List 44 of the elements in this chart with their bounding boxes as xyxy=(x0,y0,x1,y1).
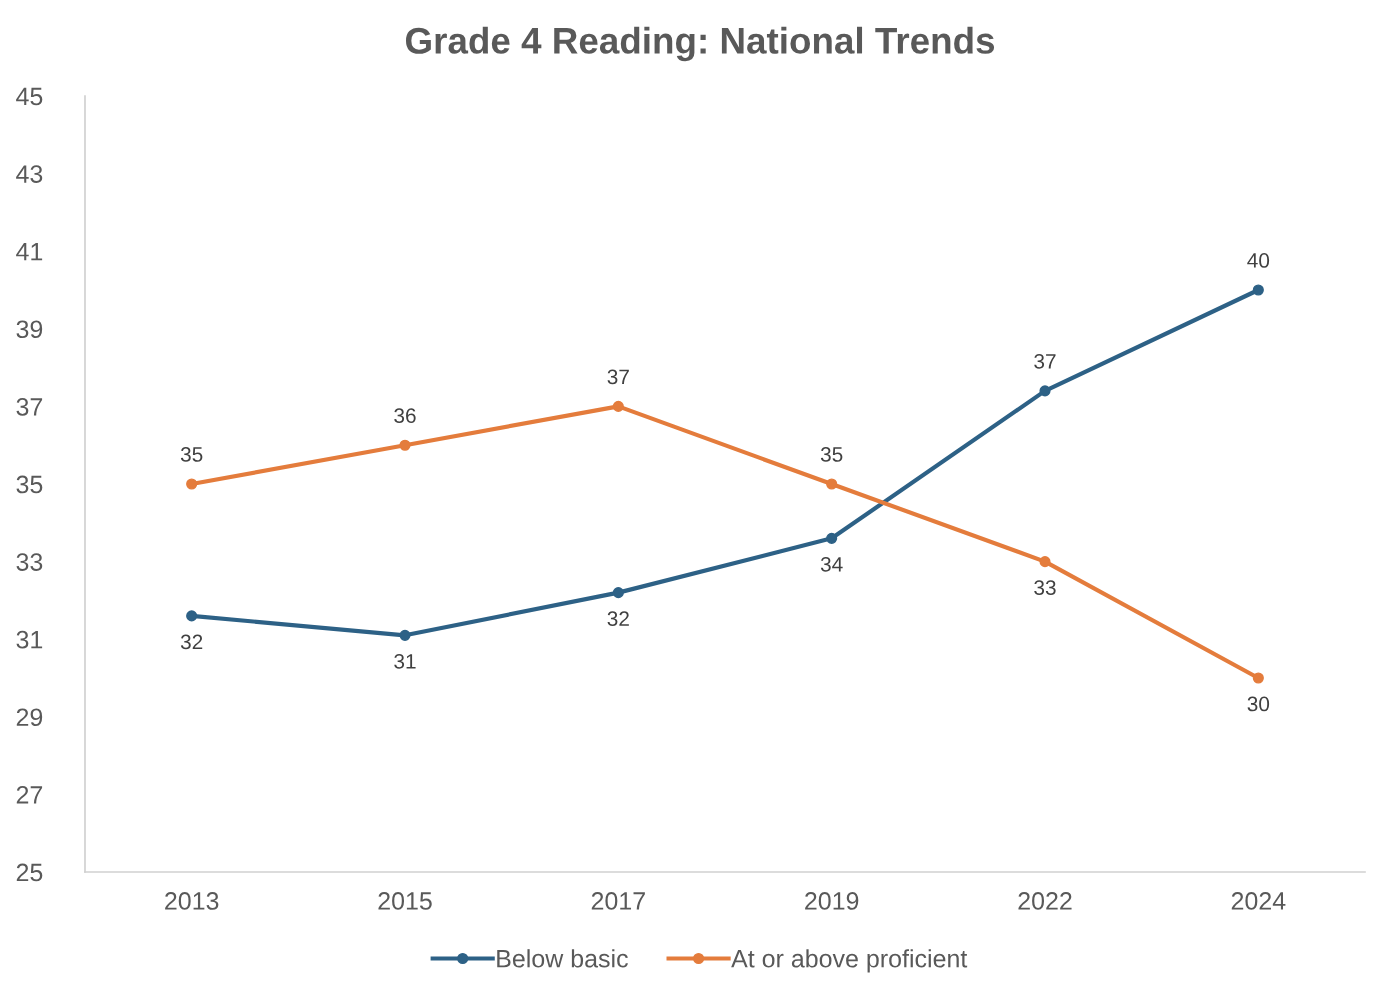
data-label: 35 xyxy=(820,447,843,462)
data-label: 40 xyxy=(1247,253,1270,268)
point xyxy=(612,400,624,412)
chart-title: Grade 4 Reading: National Trends xyxy=(406,26,995,62)
data-label: 35 xyxy=(180,447,203,462)
y-tick-label: 45 xyxy=(16,87,43,106)
x-tick-label: 2013 xyxy=(165,892,219,910)
point xyxy=(399,439,411,451)
y-tick-label: 29 xyxy=(16,708,43,727)
point xyxy=(612,587,624,599)
x-tick-label: 2024 xyxy=(1231,892,1286,910)
y-tick-label: 39 xyxy=(16,320,43,339)
point xyxy=(1039,385,1051,397)
y-tick-label: 31 xyxy=(16,630,43,649)
x-tick-label: 2017 xyxy=(591,892,645,910)
data-label: 32 xyxy=(180,634,203,650)
point xyxy=(399,629,411,641)
x-tick-label: 2015 xyxy=(378,892,432,910)
data-label: 32 xyxy=(607,611,629,627)
data-label: 37 xyxy=(1034,353,1056,369)
legend-label: At or above proficient xyxy=(731,949,968,973)
data-label: 31 xyxy=(394,653,416,669)
point xyxy=(1252,284,1264,296)
y-tick-label: 27 xyxy=(16,786,43,804)
x-tick-label: 2019 xyxy=(805,892,859,910)
data-label: 36 xyxy=(394,408,416,424)
point xyxy=(826,532,838,544)
y-tick-label: 43 xyxy=(16,165,43,183)
point xyxy=(1039,556,1051,568)
y-tick-label: 37 xyxy=(16,398,43,416)
point xyxy=(186,610,198,622)
y-tick-label: 41 xyxy=(16,243,43,261)
x-tick-label: 2022 xyxy=(1018,892,1072,910)
y-tick-label: 35 xyxy=(16,475,43,494)
y-tick-label: 33 xyxy=(16,553,43,571)
data-label: 37 xyxy=(607,369,629,385)
y-tick-label: 25 xyxy=(16,863,43,882)
data-label: 33 xyxy=(1034,580,1056,595)
data-label: 30 xyxy=(1247,696,1270,712)
point xyxy=(186,478,198,490)
point xyxy=(1252,672,1264,684)
data-label: 34 xyxy=(820,556,843,572)
point xyxy=(826,478,838,490)
legend-label: Below basic xyxy=(497,949,628,968)
